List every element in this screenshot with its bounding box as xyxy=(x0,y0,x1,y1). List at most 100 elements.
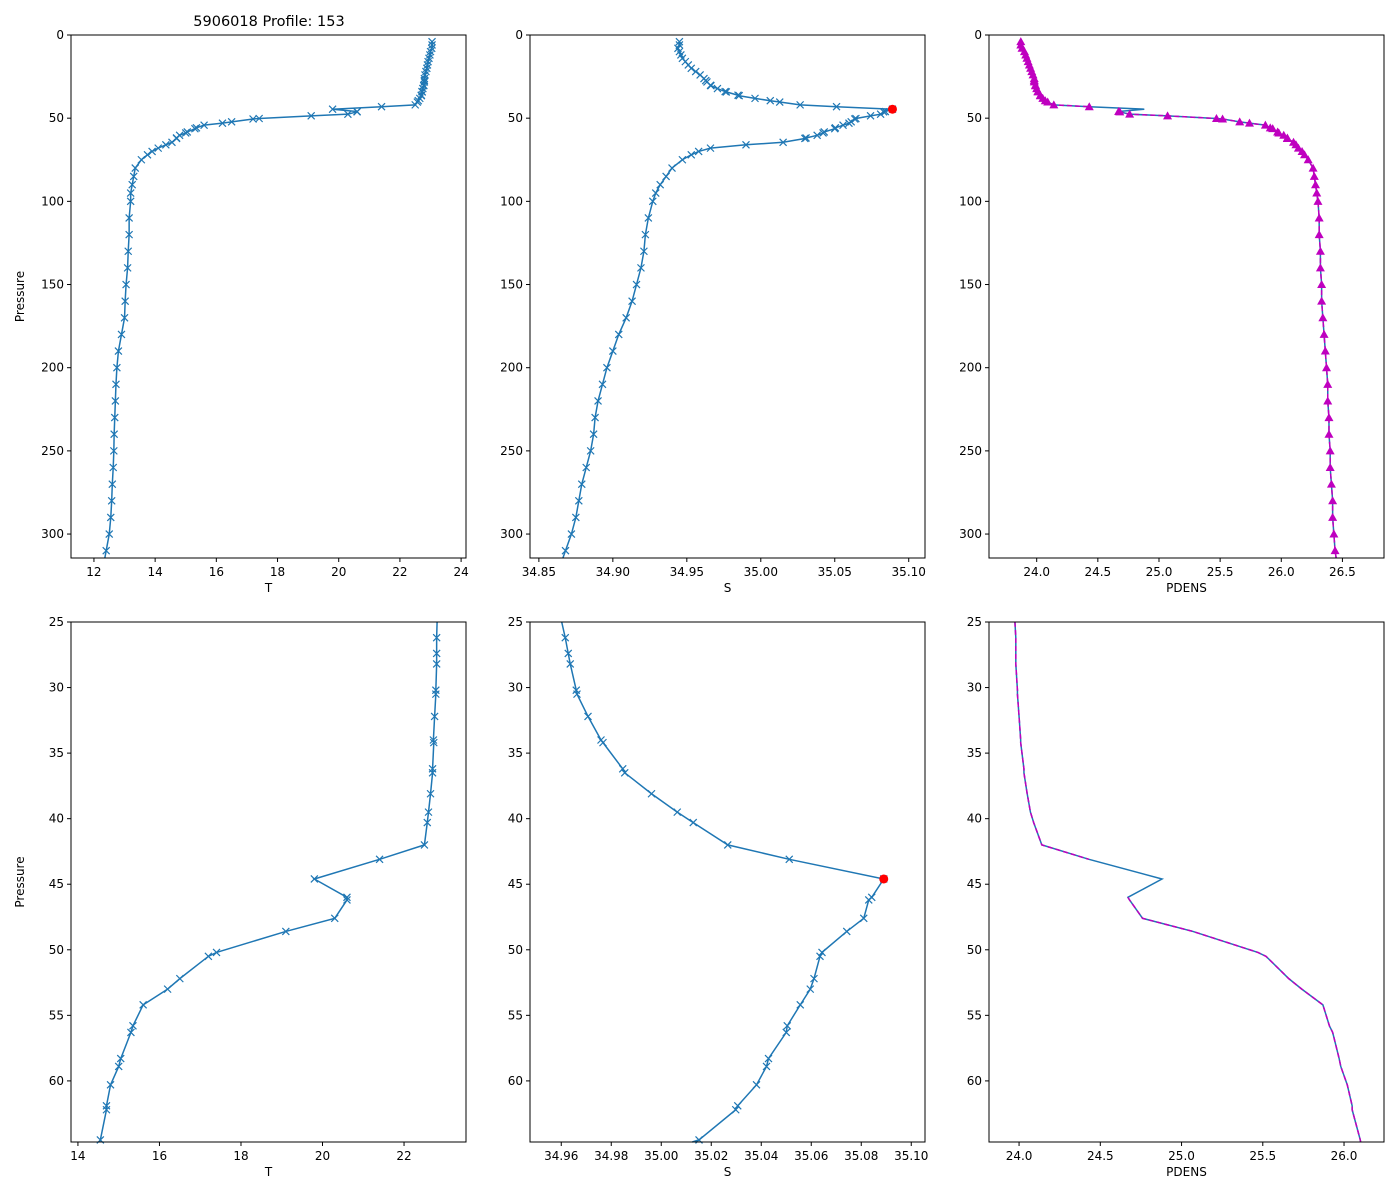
x-tick-label: 14 xyxy=(70,1149,85,1163)
data-point-x-marker xyxy=(764,1054,773,1063)
data-point-x-marker xyxy=(117,330,126,339)
data-point-triangle-marker xyxy=(1317,280,1327,289)
data-point-x-marker xyxy=(673,808,682,817)
y-tick-label: 30 xyxy=(49,681,64,695)
plot-area xyxy=(96,621,441,1144)
data-point-triangle-marker xyxy=(1330,546,1340,555)
x-tick-label: 16 xyxy=(209,565,224,579)
y-tick-label: 30 xyxy=(967,681,982,695)
data-point-triangle-marker xyxy=(1211,114,1221,123)
data-point-x-marker xyxy=(641,230,650,239)
data-point-x-marker xyxy=(845,119,853,128)
data-point-triangle-marker xyxy=(1328,496,1338,505)
y-tick-label: 300 xyxy=(500,527,523,541)
x-tick-label: 18 xyxy=(233,1149,248,1163)
data-point-x-marker xyxy=(564,649,573,658)
data-point-x-marker xyxy=(426,789,435,798)
data-point-x-marker xyxy=(598,380,607,389)
data-point-x-marker xyxy=(819,129,827,137)
data-point-x-marker xyxy=(343,896,351,904)
data-point-x-marker xyxy=(722,87,731,96)
data-point-x-marker xyxy=(109,463,118,472)
panel-density-zoom: 24.0 24.5 25.0 25.5 26.0 25 30 35 40 45 50 55 60 PDEN… xyxy=(967,615,1385,1179)
max-salinity-point xyxy=(879,874,889,884)
data-point-x-marker xyxy=(648,197,657,206)
data-point-x-marker xyxy=(419,81,428,90)
data-point-x-marker xyxy=(307,111,316,120)
data-point-x-marker xyxy=(731,1105,740,1114)
data-point-x-marker xyxy=(713,84,722,93)
data-point-x-marker xyxy=(429,738,438,747)
data-point-triangle-marker xyxy=(1260,120,1270,129)
data-point-x-marker xyxy=(125,230,134,239)
data-point-x-marker xyxy=(424,808,433,817)
data-point-x-marker xyxy=(687,64,696,73)
y-axis-label: Pressure xyxy=(13,271,27,322)
data-point-x-marker xyxy=(678,155,687,164)
x-tick-label: 35.00 xyxy=(644,1149,678,1163)
y-tick-label: 50 xyxy=(508,943,523,957)
data-point-x-marker xyxy=(432,649,441,658)
data-point-x-marker xyxy=(561,633,570,642)
x-tick-label: 22 xyxy=(396,1149,411,1163)
series-line-PDENS xyxy=(1014,621,1362,1143)
data-point-x-marker xyxy=(591,413,600,422)
data-point-x-marker xyxy=(105,530,114,538)
x-tick-label: 22 xyxy=(392,565,407,579)
panel-salinity-zoom: 34.96 34.98 35.00 35.02 35.04 35.06 35.08 35.10… xyxy=(508,615,929,1179)
data-point-x-marker xyxy=(255,114,264,123)
x-tick-label: 35.05 xyxy=(818,565,852,579)
data-point-x-marker xyxy=(126,1028,135,1037)
series-line-T xyxy=(98,621,438,1143)
data-point-x-marker xyxy=(116,1054,125,1063)
data-point-x-marker xyxy=(227,117,236,126)
axes-frame xyxy=(70,621,467,1143)
data-point-x-marker xyxy=(137,155,146,164)
data-point-x-marker xyxy=(639,247,648,256)
data-point-x-marker xyxy=(864,896,873,904)
y-tick-label: 55 xyxy=(49,1008,64,1022)
x-tick-label: 35.10 xyxy=(894,1149,928,1163)
data-point-x-marker xyxy=(577,480,586,489)
y-tick-label: 150 xyxy=(959,278,982,292)
y-tick-label: 60 xyxy=(49,1074,64,1088)
data-point-triangle-marker xyxy=(1311,180,1321,189)
data-point-x-marker xyxy=(742,140,750,149)
data-point-triangle-marker xyxy=(1315,246,1325,255)
x-tick-label: 12 xyxy=(86,565,101,579)
x-tick-label: 14 xyxy=(147,565,162,579)
series-line-T xyxy=(104,41,433,559)
x-tick-label: 35.02 xyxy=(694,1149,728,1163)
data-point-x-marker xyxy=(589,430,598,439)
y-tick-label: 0 xyxy=(974,28,982,42)
panel-temperature-full: 12 14 16 18 20 22 24 0 50 100 150 200 250 300 T Pressur… xyxy=(13,28,469,595)
data-point-triangle-marker xyxy=(1326,479,1336,488)
data-point-x-marker xyxy=(128,180,137,189)
y-tick-label: 100 xyxy=(959,194,982,208)
y-tick-label: 250 xyxy=(959,444,982,458)
series-line-S xyxy=(562,41,893,559)
data-point-x-marker xyxy=(330,914,339,923)
data-point-x-marker xyxy=(112,380,120,389)
x-tick-label: 35.10 xyxy=(892,565,926,579)
plot-area xyxy=(1016,37,1340,559)
x-axis-label: S xyxy=(724,581,732,595)
data-point-x-marker xyxy=(107,496,116,505)
data-point-x-marker xyxy=(796,100,805,109)
y-tick-label: 50 xyxy=(508,111,523,125)
data-point-x-marker xyxy=(800,134,809,143)
axes-frame xyxy=(988,621,1385,1143)
panel-temperature-zoom: 14 16 18 20 22 25 30 35 40 45 50 55 60 T Pressure xyxy=(13,615,467,1179)
data-point-x-marker xyxy=(106,513,115,522)
data-point-x-marker xyxy=(106,1080,115,1089)
data-point-x-marker xyxy=(816,952,824,961)
x-axis-label: PDENS xyxy=(1166,1165,1207,1179)
data-point-x-marker xyxy=(102,1105,111,1114)
data-point-x-marker xyxy=(204,952,213,961)
data-point-x-marker xyxy=(775,98,784,106)
data-point-x-marker xyxy=(428,41,436,49)
y-tick-label: 55 xyxy=(967,1008,982,1022)
y-tick-label: 0 xyxy=(515,28,523,42)
y-tick-label: 40 xyxy=(49,812,64,826)
x-axis-label: PDENS xyxy=(1166,581,1207,595)
